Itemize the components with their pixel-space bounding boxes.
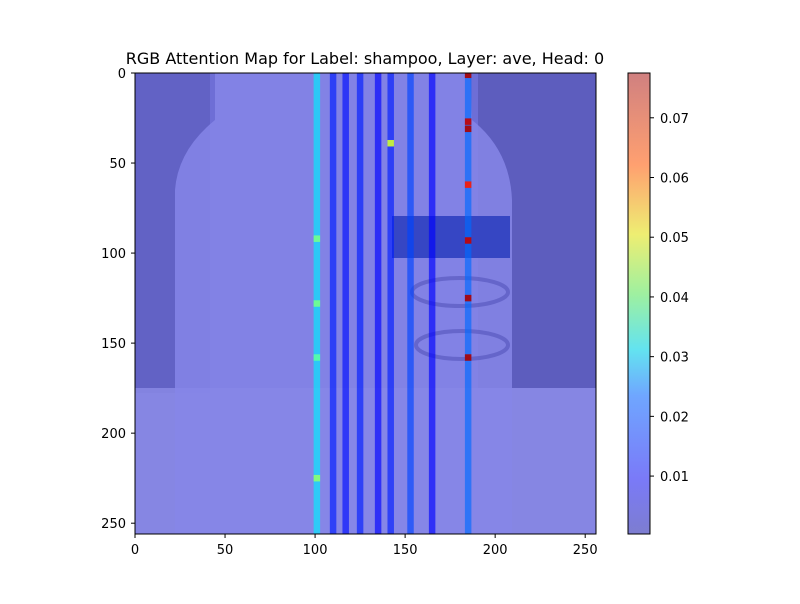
attention-column (464, 73, 472, 534)
colorbar-axis: 0.01 0.02 0.03 0.04 0.05 0.06 0.07 (650, 112, 689, 485)
colorbar-tick-label: 0.02 (660, 410, 689, 425)
attention-hotspot (464, 294, 472, 302)
y-axis: 0 50 100 150 200 250 (101, 67, 135, 532)
x-axis: 0 50 100 150 200 250 (131, 534, 598, 558)
x-tick-label: 150 (393, 543, 418, 558)
colorbar-tick-label: 0.06 (660, 172, 689, 187)
attention-hotspot (464, 181, 472, 188)
attention-column (407, 73, 414, 534)
y-tick-label: 150 (101, 337, 126, 352)
y-tick-label: 50 (109, 157, 126, 172)
colorbar-tick-label: 0.03 (660, 351, 689, 366)
colorbar (627, 72, 651, 535)
attention-column (342, 73, 349, 534)
attention-hotspot (387, 139, 394, 147)
attention-column (329, 73, 337, 534)
x-tick-label: 200 (483, 543, 508, 558)
attention-column (356, 73, 364, 534)
colorbar-tick-label: 0.01 (660, 470, 689, 485)
bottle-ring-lower (414, 329, 510, 361)
attention-hotspot (464, 125, 472, 133)
plot-frame (134, 72, 597, 535)
chart-title: RGB Attention Map for Label: shampoo, La… (126, 49, 604, 68)
x-tick-label: 0 (131, 543, 139, 558)
y-tick-label: 0 (118, 67, 126, 82)
attention-hotspot (313, 474, 321, 482)
y-tick-label: 200 (101, 427, 126, 442)
attention-column (428, 73, 436, 534)
attention-hotspot (464, 237, 472, 244)
attention-hotspot (464, 118, 472, 125)
attention-column (387, 73, 394, 534)
colorbar-tick-label: 0.05 (660, 231, 689, 246)
attention-hotspot (464, 73, 472, 79)
attention-hotspot (313, 354, 321, 361)
y-tick-label: 250 (101, 517, 126, 532)
x-tick-label: 250 (573, 543, 598, 558)
attention-hotspot (464, 354, 472, 361)
attention-column (374, 73, 382, 534)
x-tick-label: 50 (217, 543, 234, 558)
y-tick-label: 100 (101, 247, 126, 262)
attention-hotspot (313, 300, 321, 307)
colorbar-tick-label: 0.07 (660, 112, 689, 127)
x-tick-label: 100 (303, 543, 328, 558)
plot-area (135, 73, 596, 534)
attention-layer (313, 73, 472, 534)
attention-hotspot (313, 235, 321, 242)
colorbar-tick-label: 0.04 (660, 291, 689, 306)
